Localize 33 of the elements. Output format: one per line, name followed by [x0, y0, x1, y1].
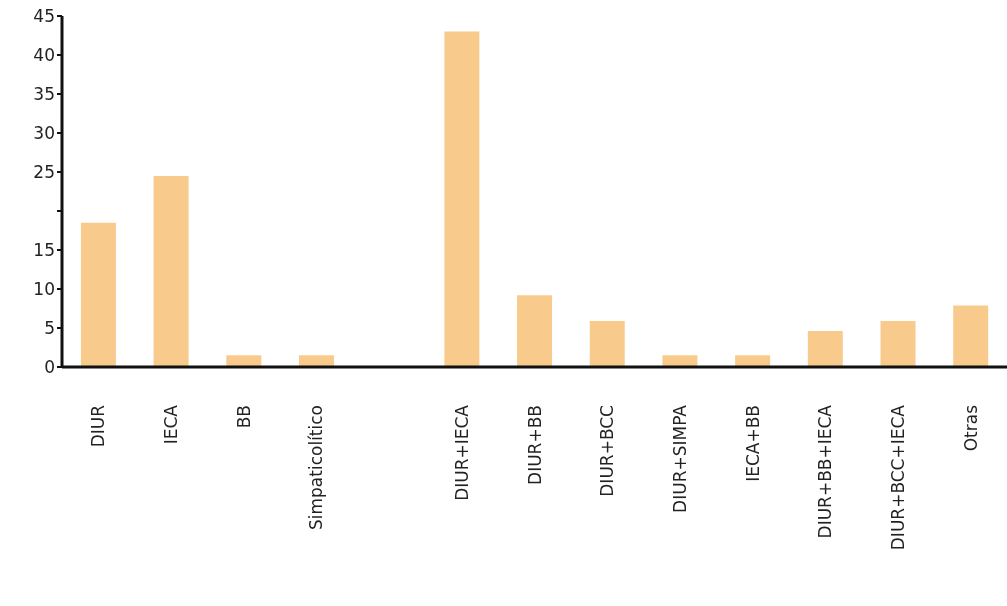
x-tick-label: DIUR+BCC	[597, 405, 618, 497]
x-tick-label: DIUR+SIMPA	[669, 404, 690, 513]
bar	[153, 175, 189, 367]
y-tick-label: 5	[44, 318, 55, 339]
bar	[953, 305, 989, 367]
bar	[517, 295, 553, 367]
y-tick-label: 40	[33, 45, 55, 66]
bar	[298, 355, 334, 367]
bar	[735, 355, 771, 367]
x-tick-label: DIUR+BCC+IECA	[887, 404, 908, 551]
x-tick-label: BB	[233, 405, 254, 429]
bar	[589, 320, 625, 367]
y-tick-label: 10	[33, 279, 55, 300]
x-tick-label: DIUR+IECA	[451, 404, 472, 501]
x-tick-label: DIUR+BB	[524, 405, 545, 485]
y-tick-label: 0	[44, 357, 55, 378]
y-tick-label: 15	[33, 240, 55, 261]
y-tick-label: 30	[33, 123, 55, 144]
x-tick-label: DIUR+BB+IECA	[815, 404, 836, 539]
bar	[807, 331, 843, 367]
bar	[226, 355, 262, 367]
x-tick-label: Simpaticolítico	[306, 405, 327, 531]
bar	[444, 31, 480, 367]
bar	[880, 320, 916, 367]
bar	[662, 355, 698, 367]
y-tick-label: 35	[33, 84, 55, 105]
x-tick-label: IECA	[161, 404, 182, 445]
bar	[80, 222, 116, 367]
x-tick-label: DIUR	[88, 404, 109, 448]
x-tick-label: IECA+BB	[742, 405, 763, 482]
x-tick-label: Otras	[960, 404, 981, 452]
y-tick-label: 25	[33, 162, 55, 183]
y-tick-label: 45	[33, 6, 55, 27]
